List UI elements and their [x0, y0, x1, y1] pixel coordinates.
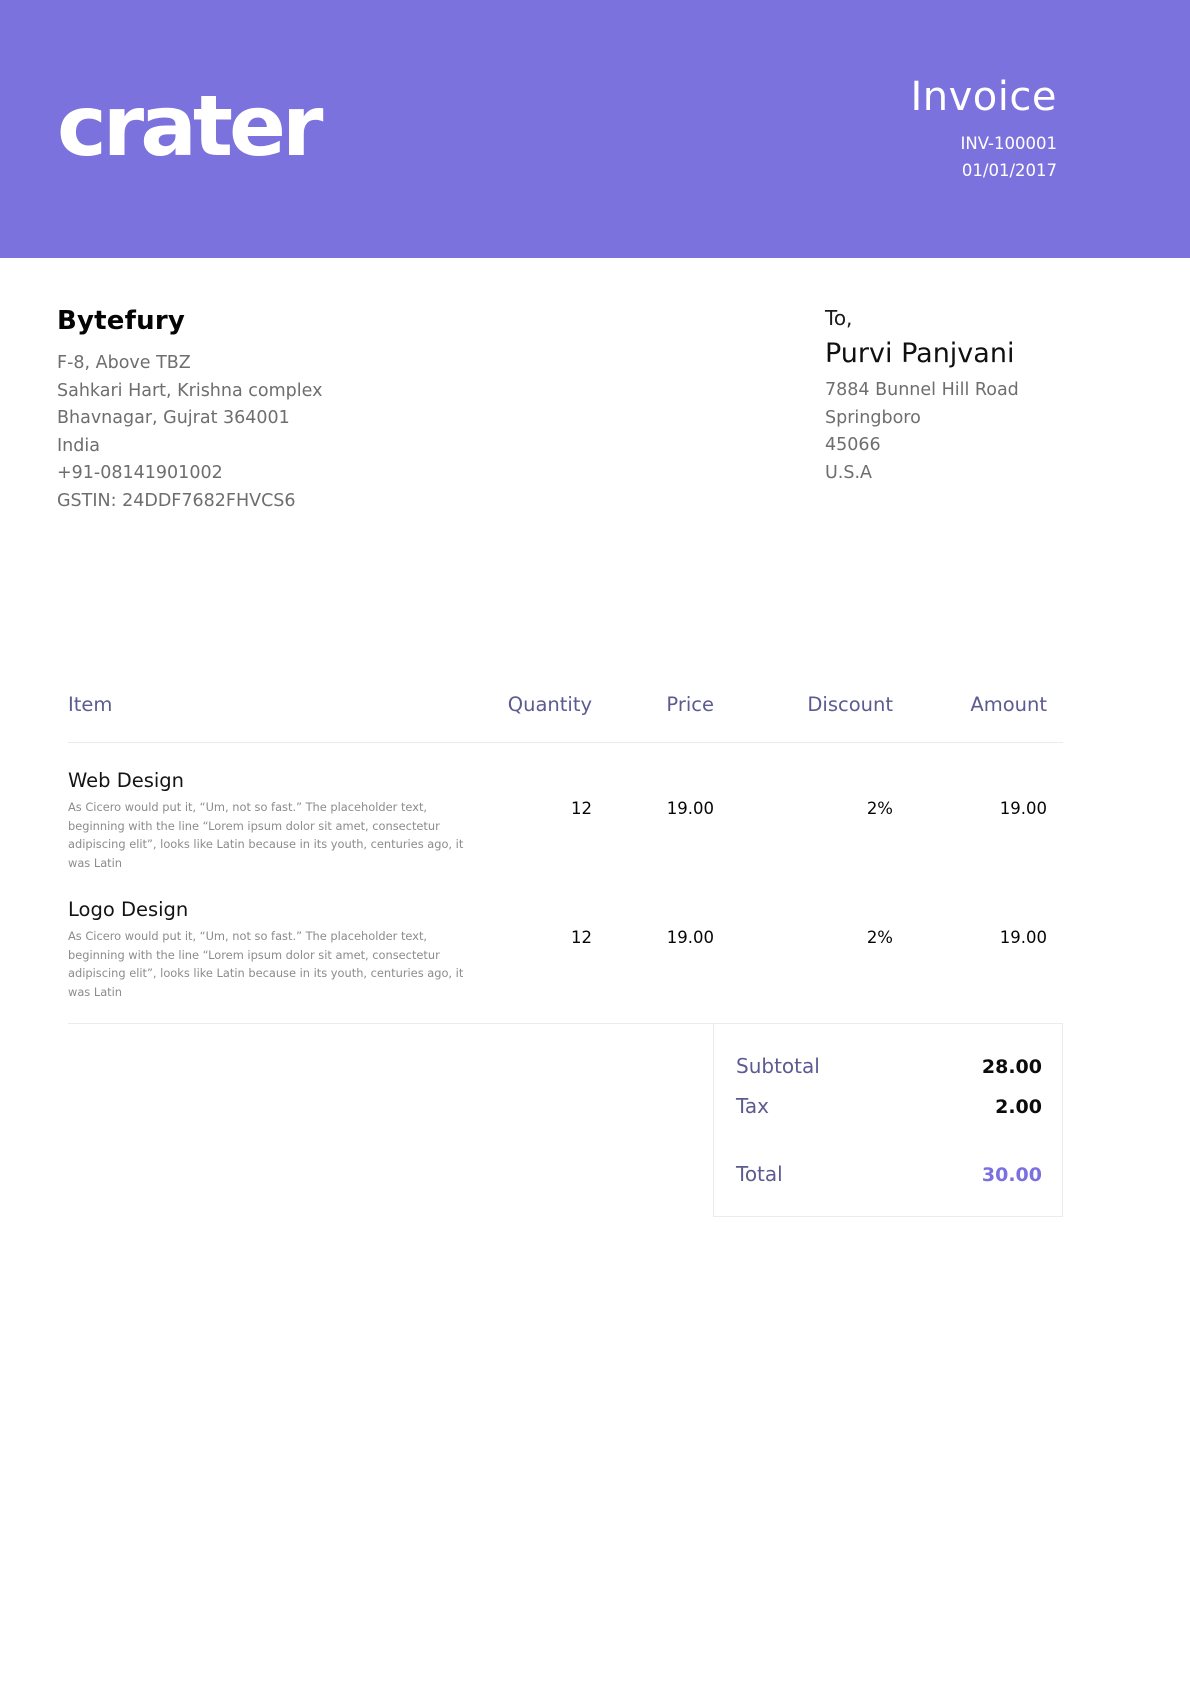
table-row: Web Design As Cicero would put it, “Um, …: [68, 743, 1063, 872]
item-quantity: 12: [571, 799, 592, 818]
addresses-section: Bytefury F-8, Above TBZ Sahkari Hart, Kr…: [0, 258, 1190, 515]
item-description: As Cicero would put it, “Um, not so fast…: [68, 800, 464, 870]
total-label: Total: [736, 1162, 783, 1186]
invoice-meta: Invoice INV-100001 01/01/2017: [910, 74, 1057, 184]
item-quantity: 12: [571, 928, 592, 947]
seller-address-line: F-8, Above TBZ: [57, 353, 191, 373]
items-table: Item Quantity Price Discount Amount Web …: [68, 515, 1063, 1217]
seller-name: Bytefury: [57, 306, 186, 336]
billing-to-label: To,: [825, 306, 853, 330]
seller-address-line: India: [57, 435, 100, 456]
item-price: 19.00: [666, 928, 714, 947]
item-discount: 2%: [866, 799, 893, 818]
subtotal-row: Subtotal 28.00: [736, 1054, 1042, 1078]
tax-label: Tax: [736, 1094, 769, 1118]
item-price: 19.00: [666, 799, 714, 818]
item-amount: 19.00: [999, 928, 1047, 947]
item-amount: 19.00: [999, 799, 1047, 818]
item-name: Web Design: [68, 769, 185, 792]
crater-logo: crater: [57, 77, 323, 175]
column-header-quantity: Quantity: [507, 693, 592, 716]
item-discount: 2%: [866, 928, 893, 947]
customer-address-line: 45066: [825, 435, 881, 455]
item-cell: Logo Design As Cicero would put it, “Um,…: [68, 898, 492, 1001]
seller-gstin: GSTIN: 24DDF7682FHVCS6: [57, 490, 296, 511]
column-header-price: Price: [666, 693, 714, 716]
column-header-item: Item: [68, 693, 113, 716]
seller-address-block: Bytefury F-8, Above TBZ Sahkari Hart, Kr…: [57, 306, 322, 515]
customer-address-line: Springboro: [825, 407, 921, 428]
seller-address-line: Bhavnagar, Gujrat 364001: [57, 408, 290, 428]
items-table-header: Item Quantity Price Discount Amount: [68, 693, 1063, 743]
seller-address-line: Sahkari Hart, Krishna complex: [57, 380, 323, 401]
seller-phone: +91-08141901002: [57, 463, 223, 483]
items-rows: Web Design As Cicero would put it, “Um, …: [68, 743, 1063, 1024]
item-cell: Web Design As Cicero would put it, “Um, …: [68, 769, 492, 872]
invoice-number: INV-100001: [960, 134, 1057, 153]
customer-address-line: U.S.A: [825, 462, 873, 483]
tax-value: 2.00: [995, 1096, 1042, 1118]
invoice-header: crater Invoice INV-100001 01/01/2017: [0, 0, 1190, 258]
subtotal-label: Subtotal: [736, 1054, 820, 1078]
column-header-discount: Discount: [807, 693, 893, 716]
column-header-amount: Amount: [970, 693, 1047, 716]
subtotal-value: 28.00: [981, 1056, 1042, 1078]
invoice-document: crater Invoice INV-100001 01/01/2017 Byt…: [0, 0, 1190, 1217]
item-name: Logo Design: [68, 898, 189, 921]
invoice-date: 01/01/2017: [961, 161, 1057, 180]
customer-name: Purvi Panjvani: [825, 338, 1015, 369]
table-row: Logo Design As Cicero would put it, “Um,…: [68, 872, 1063, 1001]
item-description: As Cicero would put it, “Um, not so fast…: [68, 929, 464, 999]
customer-address-line: 7884 Bunnel Hill Road: [825, 380, 1019, 400]
invoice-title: Invoice: [910, 74, 1057, 120]
totals-box: Subtotal 28.00 Tax 2.00 Total 30.00: [713, 1023, 1063, 1217]
tax-row: Tax 2.00: [736, 1094, 1042, 1118]
billing-address-block: To, Purvi Panjvani 7884 Bunnel Hill Road…: [825, 306, 1057, 515]
total-row: Total 30.00: [736, 1162, 1042, 1186]
total-value: 30.00: [981, 1164, 1042, 1186]
